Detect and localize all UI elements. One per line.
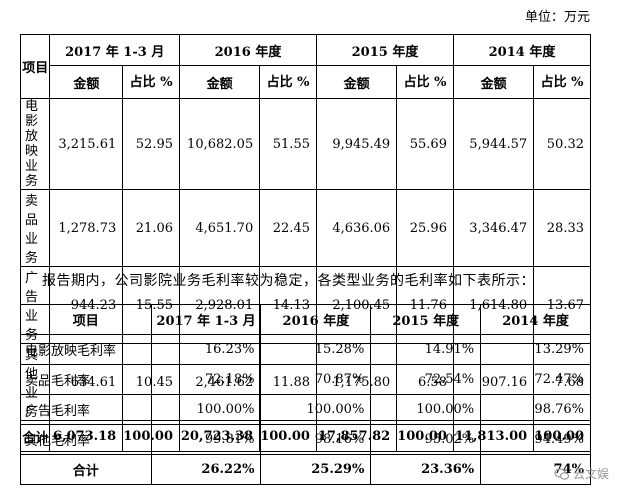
note-paragraph: 报告期内，公司影院业务毛利率较为稳定，各类型业务的毛利率如下表所示： <box>42 273 535 289</box>
revenue-table-period-header: 2014 年度 <box>452 34 592 66</box>
table-cell: 21.06 <box>122 189 180 267</box>
table-cell: 10,682.05 <box>178 98 261 190</box>
table-cell: 95.02% <box>370 424 482 455</box>
table-row: 其他毛利率 99.81% 98.16% 95.02% 94.49% <box>20 424 591 455</box>
table-cell: 100.00% <box>370 394 482 425</box>
row-label: 其他毛利率 <box>20 424 152 455</box>
table-cell: 22.45 <box>259 189 317 267</box>
table-cell: 98.76% <box>480 394 591 425</box>
revenue-table-period-header: 2015 年度 <box>315 34 454 66</box>
gross-margin-period-header: 2017 年 1-3 月 <box>150 304 262 335</box>
table-cell: 94.49% <box>480 424 591 455</box>
ratio-header: 占比 % <box>396 65 454 99</box>
ratio-header: 占比 % <box>259 65 317 99</box>
table-cell: 13.29% <box>480 334 591 365</box>
ratio-header: 占比 % <box>122 65 180 99</box>
amount-header: 金额 <box>178 65 261 99</box>
table-cell: 51.55 <box>259 98 317 190</box>
table-cell: 74% <box>480 454 591 485</box>
row-label: 卖品业务 <box>19 189 51 267</box>
amount-header: 金额 <box>452 65 535 99</box>
table-cell: 9,945.49 <box>315 98 398 190</box>
table-cell: 3,215.61 <box>49 98 124 190</box>
table-cell: 25.29% <box>260 454 372 485</box>
table-cell: 3,346.47 <box>452 189 535 267</box>
table-cell: 98.16% <box>260 424 372 455</box>
table-cell: 4,651.70 <box>178 189 261 267</box>
gross-margin-period-header: 2016 年度 <box>260 304 372 335</box>
wechat-logo-icon <box>554 467 570 480</box>
watermark-text: 云文娱 <box>572 467 609 481</box>
table-row: 卖品毛利率 72.18% 70.87% 72.54% 72.47% <box>20 364 591 395</box>
revenue-table-header-row: 项目 2017 年 1-3 月 2016 年度 2015 年度 2014 年度 <box>19 34 592 99</box>
table-row: 电影放映业务 3,215.61 52.95 10,682.05 51.55 9,… <box>19 98 591 190</box>
table-cell: 26.22% <box>150 454 262 485</box>
table-cell: 15.28% <box>260 334 372 365</box>
row-label: 卖品毛利率 <box>20 364 152 395</box>
gross-margin-item-header: 项目 <box>20 304 152 335</box>
unit-label: 单位：万元 <box>524 10 590 25</box>
gross-margin-period-header: 2015 年度 <box>370 304 482 335</box>
table-cell: 14.91% <box>370 334 482 365</box>
total-label: 合计 <box>20 454 152 485</box>
revenue-table-subheader-row: 金额 占比 % 金额 占比 % 金额 占比 % 金额 占比 % <box>21 65 591 99</box>
amount-header: 金额 <box>49 65 124 99</box>
table-cell: 100.00% <box>260 394 372 425</box>
table-cell: 23.36% <box>370 454 482 485</box>
revenue-table-period-header: 2016 年度 <box>179 34 317 66</box>
row-label: 电影放映毛利率 <box>20 334 152 365</box>
table-cell: 50.32 <box>533 98 591 190</box>
revenue-table-period-header: 2017 年 1-3 月 <box>49 34 180 66</box>
table-cell: 72.18% <box>150 364 262 395</box>
total-row: 合计 26.22% 25.29% 23.36% 74% <box>20 454 591 485</box>
watermark: 云文娱 <box>554 465 609 482</box>
table-cell: 55.69 <box>396 98 454 190</box>
table-cell: 72.54% <box>370 364 482 395</box>
revenue-table-item-header: 项目 <box>19 34 51 99</box>
table-cell: 52.95 <box>122 98 180 190</box>
table-cell: 1,278.73 <box>49 189 124 267</box>
table-cell: 16.23% <box>150 334 262 365</box>
row-label: 电影放映业务 <box>19 98 51 190</box>
gross-margin-period-header: 2014 年度 <box>480 304 591 335</box>
row-label: 广告毛利率 <box>20 394 152 425</box>
table-cell: 100.00% <box>150 394 262 425</box>
gross-margin-header-row: 项目 2017 年 1-3 月 2016 年度 2015 年度 2014 年度 <box>20 304 591 335</box>
table-cell: 99.81% <box>150 424 262 455</box>
table-row: 卖品业务 1,278.73 21.06 4,651.70 22.45 4,636… <box>19 189 591 267</box>
table-cell: 72.47% <box>480 364 591 395</box>
table-cell: 25.96 <box>396 189 454 267</box>
table-cell: 4,636.06 <box>315 189 398 267</box>
table-cell: 70.87% <box>260 364 372 395</box>
table-row: 广告毛利率 100.00% 100.00% 100.00% 98.76% <box>20 394 591 425</box>
table-cell: 5,944.57 <box>452 98 535 190</box>
table-cell: 28.33 <box>533 189 591 267</box>
ratio-header: 占比 % <box>533 65 591 99</box>
table-row: 电影放映毛利率 16.23% 15.28% 14.91% 13.29% <box>20 334 591 365</box>
amount-header: 金额 <box>315 65 398 99</box>
gross-margin-table: 项目 2017 年 1-3 月 2016 年度 2015 年度 2014 年度 … <box>20 304 591 485</box>
